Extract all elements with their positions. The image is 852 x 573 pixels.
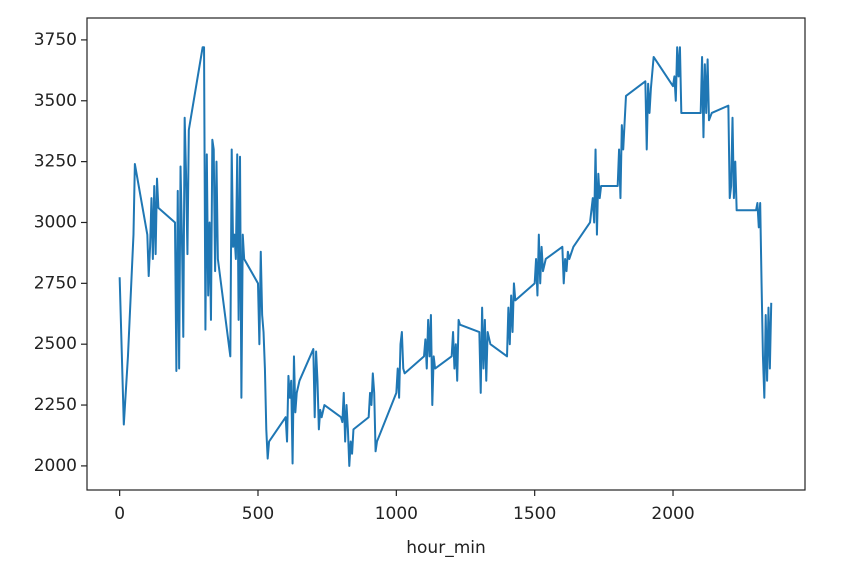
y-tick-label: 3250 xyxy=(34,152,77,172)
y-tick-label: 2000 xyxy=(34,456,77,476)
y-tick-label: 3500 xyxy=(34,91,77,111)
data-line xyxy=(118,46,773,467)
plot-frame xyxy=(86,17,806,491)
y-tick-label: 2500 xyxy=(34,334,77,354)
y-tick-label: 3750 xyxy=(34,30,77,50)
x-tick-label: 1500 xyxy=(513,504,556,524)
x-tick-label: 0 xyxy=(114,504,125,524)
x-axis-label: hour_min xyxy=(406,538,486,558)
y-tick-label: 2250 xyxy=(34,395,77,415)
y-tick-label: 3000 xyxy=(34,212,77,232)
y-tick-label: 2750 xyxy=(34,273,77,293)
x-tick-label: 2000 xyxy=(651,504,694,524)
x-tick-label: 1000 xyxy=(375,504,418,524)
x-tick-label: 500 xyxy=(242,504,274,524)
